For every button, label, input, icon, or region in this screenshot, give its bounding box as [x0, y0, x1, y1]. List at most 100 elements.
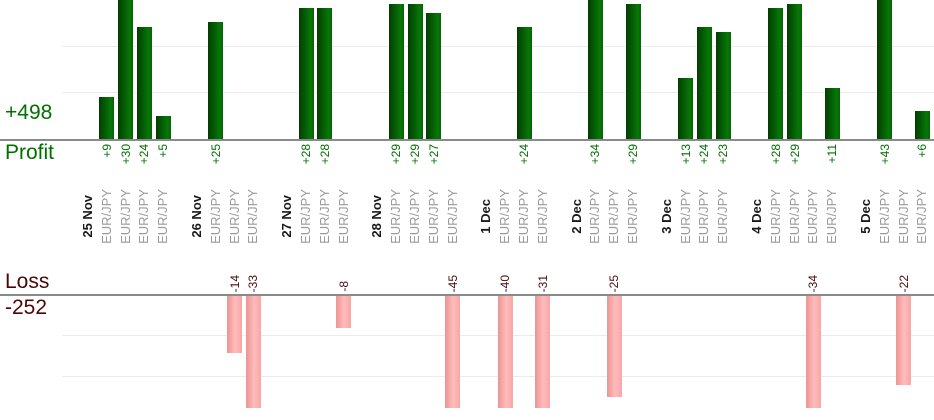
- date-label: 26 Nov: [187, 184, 207, 248]
- instrument-label-text: EUR/JPY: [226, 188, 242, 244]
- loss-bar: [805, 296, 821, 408]
- instrument-label-text: EUR/JPY: [895, 188, 911, 244]
- date-label-text: 2 Dec: [568, 198, 584, 234]
- instrument-label-text: EUR/JPY: [444, 188, 460, 244]
- loss-bar: [606, 296, 622, 397]
- loss-value-label: -34: [803, 247, 823, 292]
- date-label-text: 4 Dec: [749, 198, 764, 234]
- instrument-label: EUR/JPY: [334, 184, 354, 248]
- instrument-label: EUR/JPY: [206, 184, 226, 248]
- instrument-label: EUR/JPY: [134, 184, 154, 248]
- loss-value-label-text: -25: [607, 274, 622, 292]
- profit-bar: [208, 22, 224, 139]
- loss-value-label: -33: [243, 247, 263, 292]
- instrument-label-text: EUR/JPY: [117, 188, 133, 244]
- instrument-label-text: EUR/JPY: [824, 188, 840, 244]
- profit-bar: [516, 27, 532, 139]
- instrument-label: EUR/JPY: [766, 184, 786, 248]
- profit-value-label-text: +28: [299, 144, 313, 165]
- instrument-label: EUR/JPY: [604, 184, 624, 248]
- loss-value-label: -14: [225, 247, 245, 292]
- profit-value-label-text: +24: [137, 144, 152, 165]
- instrument-label-text: EUR/JPY: [497, 188, 513, 244]
- date-label: 28 Nov: [367, 184, 387, 248]
- loss-value-label: -8: [334, 247, 354, 292]
- profit-value-label-text: +5: [156, 144, 171, 158]
- loss-bar: [497, 296, 513, 408]
- instrument-label: EUR/JPY: [116, 184, 136, 248]
- instrument-label-text: EUR/JPY: [805, 188, 821, 244]
- date-label: 2 Dec: [567, 184, 587, 248]
- date-label-text: 3 Dec: [658, 198, 674, 234]
- profit-value-label-text: +43: [877, 144, 892, 165]
- loss-bar: [227, 296, 243, 353]
- profit-bar: [136, 27, 152, 139]
- loss-value-label-text: -34: [806, 274, 821, 292]
- profit-bar: [118, 0, 134, 139]
- instrument-label: EUR/JPY: [443, 184, 463, 248]
- profit-value-label-text: +24: [517, 144, 531, 165]
- instrument-label-text: EUR/JPY: [767, 188, 783, 244]
- profit-value-label-text: +6: [915, 144, 930, 158]
- profit-value-label-text: +29: [787, 144, 802, 165]
- instrument-label: EUR/JPY: [694, 184, 714, 248]
- profit-total-value: +498: [5, 101, 53, 124]
- profit-bar: [625, 4, 641, 139]
- instrument-label: EUR/JPY: [912, 184, 932, 248]
- loss-value-label-text: -22: [896, 274, 911, 292]
- instrument-label-text: EUR/JPY: [914, 188, 930, 244]
- instrument-label-text: EUR/JPY: [696, 188, 712, 244]
- instrument-label-text: EUR/JPY: [715, 188, 731, 244]
- profit-axis-title: Profit: [5, 141, 55, 164]
- loss-value-label-text: -31: [535, 274, 550, 292]
- profit-value-label-text: +9: [99, 144, 114, 158]
- instrument-label: EUR/JPY: [623, 184, 643, 248]
- date-label: 27 Nov: [277, 184, 297, 248]
- instrument-label-text: EUR/JPY: [207, 188, 223, 244]
- loss-bar: [445, 296, 461, 408]
- date-label: 1 Dec: [476, 184, 496, 248]
- instrument-label: EUR/JPY: [533, 184, 553, 248]
- profit-value-label-text: +28: [768, 144, 783, 165]
- profit-value-label-text: +11: [825, 144, 840, 164]
- profit-bar: [587, 0, 603, 139]
- profit-value-label-text: +24: [697, 144, 712, 165]
- loss-bar: [336, 296, 352, 328]
- profit-bar: [678, 78, 694, 139]
- profit-bar: [99, 97, 115, 139]
- instrument-label: EUR/JPY: [676, 184, 696, 248]
- loss-bar: [245, 296, 261, 408]
- instrument-label: EUR/JPY: [153, 184, 173, 248]
- instrument-label-text: EUR/JPY: [625, 188, 640, 244]
- instrument-label-text: EUR/JPY: [606, 188, 622, 244]
- instrument-label-text: EUR/JPY: [335, 188, 351, 244]
- date-label-text: 5 Dec: [858, 198, 873, 234]
- instrument-label: EUR/JPY: [585, 184, 605, 248]
- loss-value-label: -40: [495, 247, 515, 292]
- instrument-label-text: EUR/JPY: [316, 188, 332, 244]
- profit-bar: [388, 4, 404, 139]
- instrument-label: EUR/JPY: [97, 184, 117, 248]
- instrument-label: EUR/JPY: [713, 184, 733, 248]
- instrument-label-text: EUR/JPY: [98, 188, 114, 244]
- instrument-label: EUR/JPY: [803, 184, 823, 248]
- loss-value-label: -22: [894, 247, 914, 292]
- date-label-text: 26 Nov: [189, 194, 204, 238]
- loss-value-label: -45: [443, 247, 463, 292]
- loss-value-label-text: -40: [498, 274, 513, 292]
- date-label: 4 Dec: [747, 184, 767, 248]
- instrument-label: EUR/JPY: [875, 184, 895, 248]
- instrument-label-text: EUR/JPY: [407, 188, 422, 244]
- instrument-label: EUR/JPY: [243, 184, 263, 248]
- instrument-label-text: EUR/JPY: [786, 188, 802, 244]
- profit-value-label-text: +28: [317, 144, 332, 165]
- instrument-label-text: EUR/JPY: [876, 188, 892, 244]
- instrument-label-text: EUR/JPY: [298, 188, 313, 244]
- instrument-label: EUR/JPY: [514, 184, 534, 248]
- profit-value-label-text: +30: [118, 144, 133, 165]
- loss-value-label: -25: [604, 247, 624, 292]
- profit-value-label-text: +34: [588, 144, 603, 165]
- instrument-label-text: EUR/JPY: [388, 188, 404, 244]
- instrument-label-text: EUR/JPY: [677, 188, 693, 244]
- loss-bar: [896, 296, 912, 385]
